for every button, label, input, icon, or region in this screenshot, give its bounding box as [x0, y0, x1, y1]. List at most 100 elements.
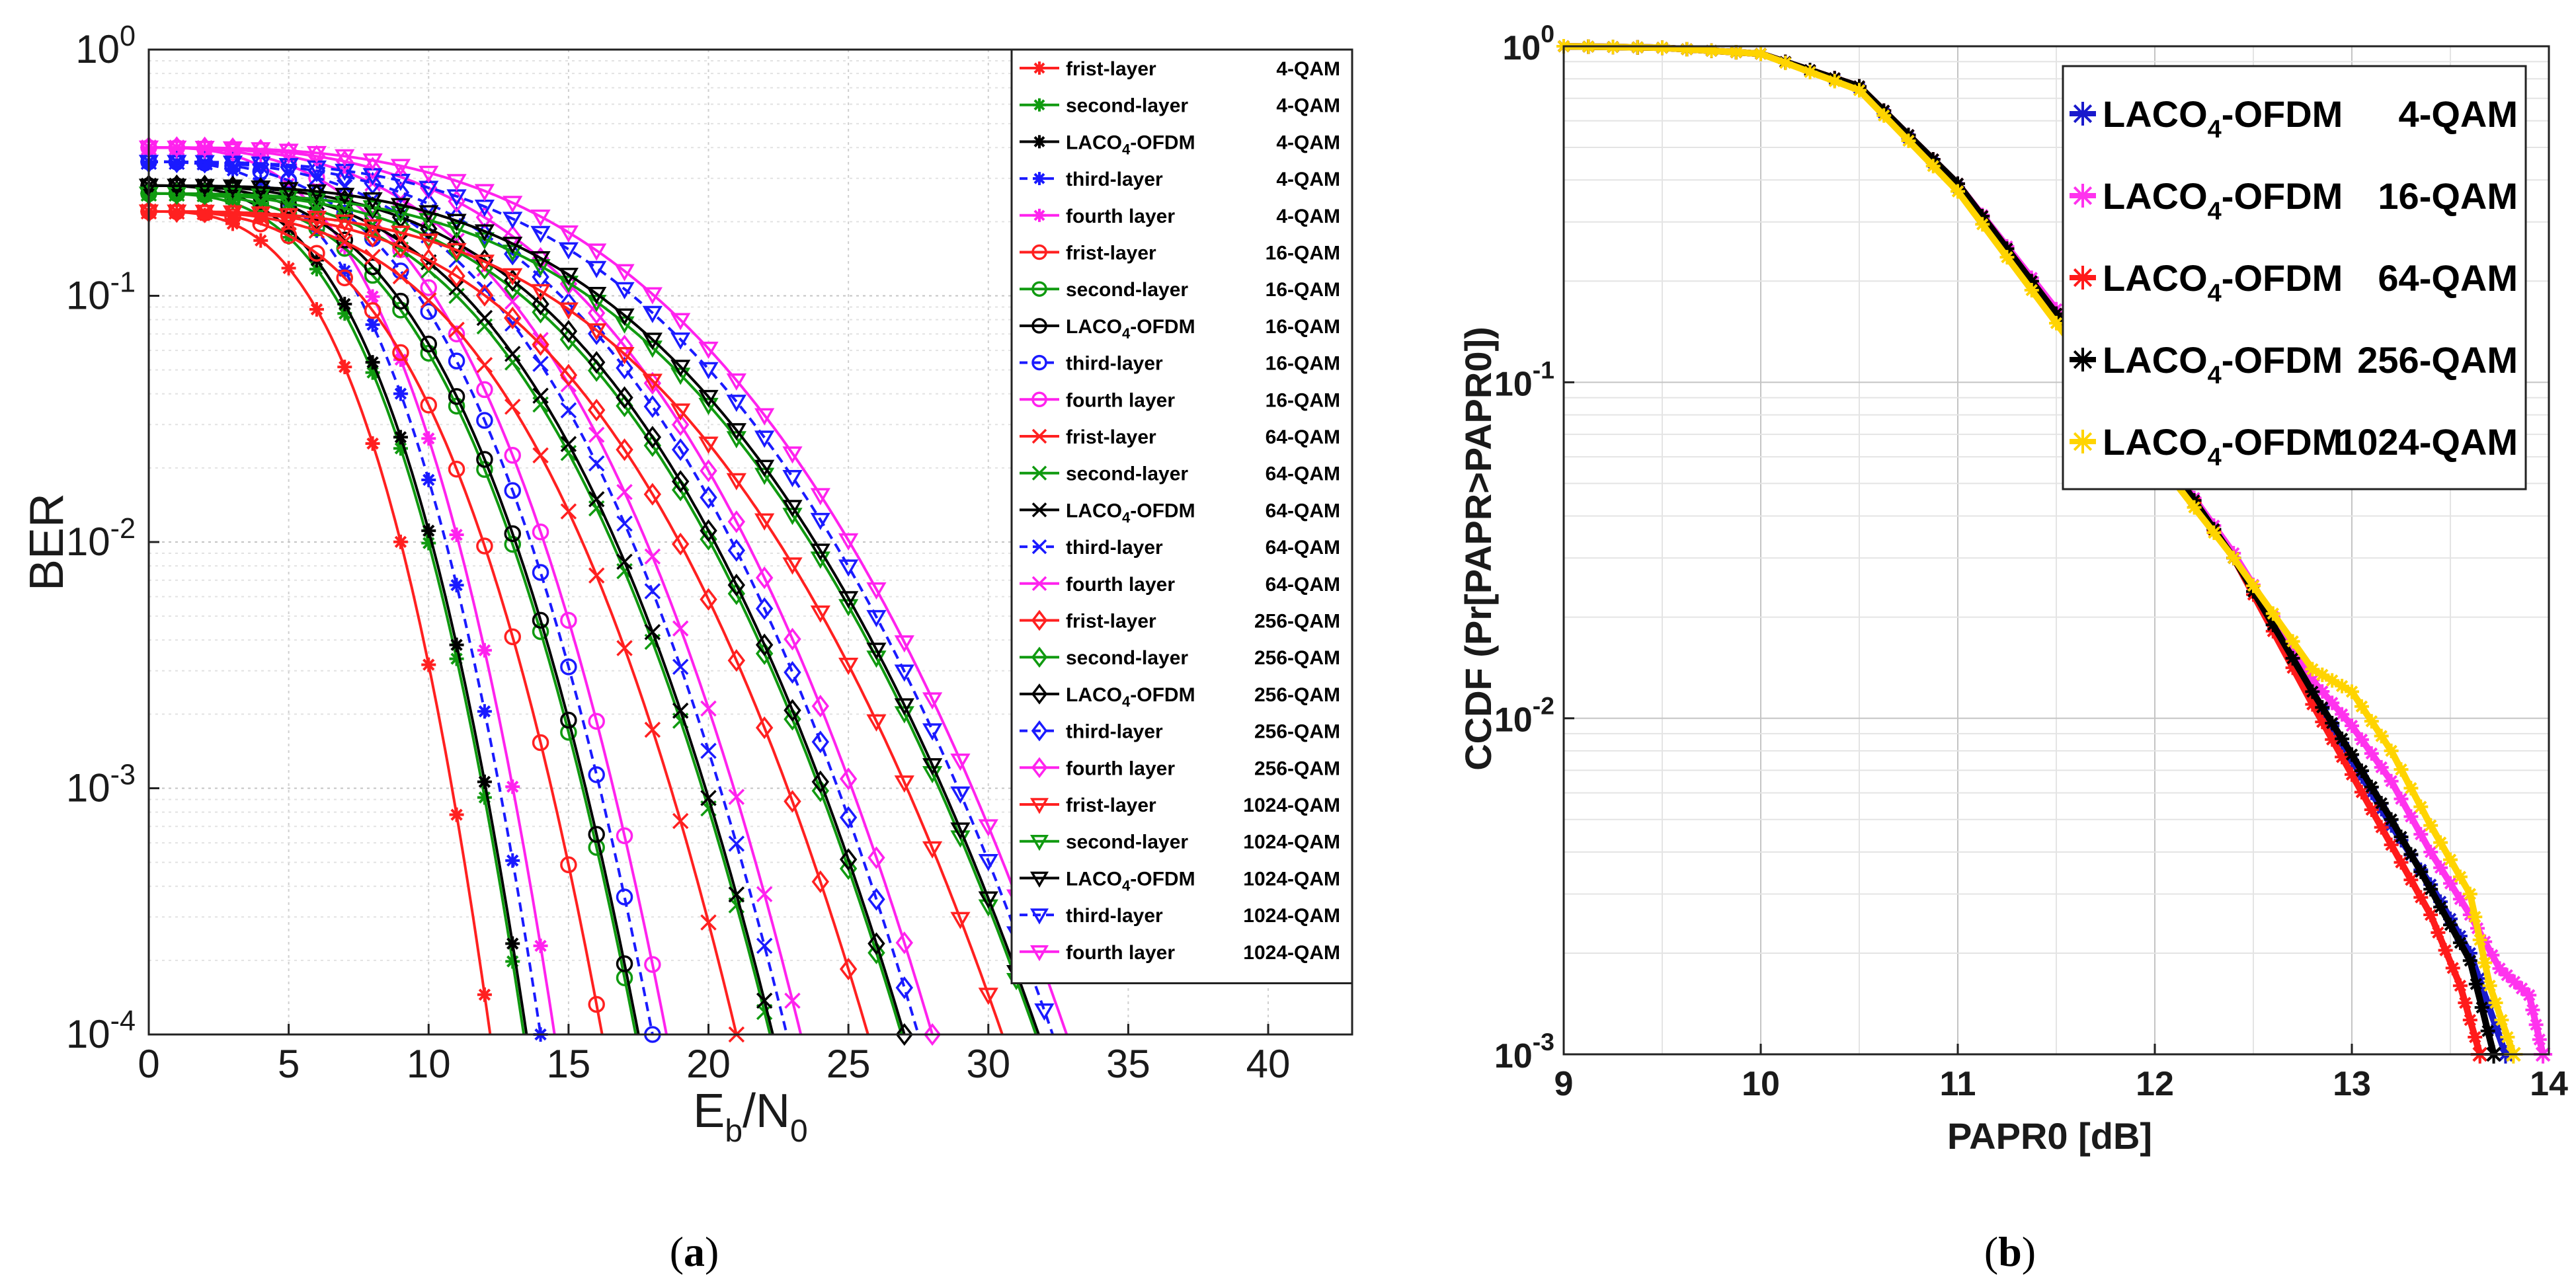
data-point — [866, 642, 887, 660]
data-point — [2187, 500, 2202, 515]
data-point — [503, 237, 523, 254]
data-point-stroke — [2375, 821, 2388, 834]
legend-marker-stroke — [1031, 465, 1047, 481]
data-point-stroke — [2515, 982, 2528, 995]
data-point-stroke — [2267, 607, 2279, 620]
data-point-stroke — [672, 658, 689, 676]
data-point — [727, 573, 746, 597]
x-tick-label-a: 25 — [826, 1042, 871, 1086]
legend-marker — [1029, 834, 1049, 851]
data-point-stroke — [2405, 873, 2417, 886]
legend-modulation: 1024-QAM — [1243, 905, 1340, 927]
data-point — [504, 447, 521, 464]
data-point — [643, 483, 662, 506]
data-point — [421, 292, 437, 309]
data-point — [337, 296, 352, 311]
data-point — [1802, 64, 1818, 79]
legend-marker — [1031, 720, 1048, 742]
data-point-stroke — [2464, 1013, 2476, 1027]
data-point — [700, 459, 717, 483]
data-point-stroke — [2405, 848, 2417, 861]
data-point — [560, 658, 577, 676]
y-tick-label-a: 10-4 — [66, 1005, 136, 1056]
data-point-stroke — [2365, 803, 2378, 816]
data-point — [475, 206, 494, 229]
data-point — [755, 566, 774, 590]
data-point — [670, 332, 691, 350]
data-point-stroke — [532, 332, 549, 348]
data-point-stroke — [2335, 708, 2349, 720]
legend-marker — [2071, 184, 2095, 208]
legend-marker — [1031, 281, 1047, 297]
series-line-1024-QAM-second-layer — [149, 192, 1037, 1035]
data-point — [2458, 995, 2473, 1011]
data-point — [476, 357, 493, 373]
data-point — [922, 758, 943, 776]
data-point — [756, 937, 773, 954]
x-tick-label-b: 11 — [1940, 1065, 1976, 1103]
data-point — [642, 373, 663, 391]
y-tick-label-b: 10-2 — [1494, 692, 1554, 740]
data-point-stroke — [2454, 980, 2467, 992]
data-point — [390, 206, 411, 223]
data-point-stroke — [2385, 813, 2397, 826]
data-point — [504, 346, 521, 362]
data-point — [1753, 46, 1768, 61]
data-point-stroke — [2526, 1003, 2539, 1017]
data-point — [449, 527, 464, 543]
data-point-stroke — [1656, 42, 1669, 54]
data-point — [390, 159, 411, 176]
data-point-stroke — [534, 939, 547, 953]
data-point — [810, 543, 830, 561]
data-point — [700, 790, 717, 806]
legend-label: second-layer — [1066, 279, 1188, 301]
data-point-stroke — [476, 309, 493, 327]
legend-b: LACO4-OFDM 4-QAM LACO4-OFDM 16-QAM LACO4-OFD… — [2062, 65, 2527, 490]
legend-label: second-layer — [1066, 95, 1188, 117]
series-line-256-QAM-LACO4-OFDM — [149, 184, 906, 1035]
data-point — [2507, 974, 2522, 990]
data-point-stroke — [2355, 786, 2368, 798]
data-point — [728, 789, 745, 805]
caption-a: (a) — [670, 1228, 719, 1275]
legend-label: second-layer — [1066, 463, 1188, 485]
legend-marker — [1031, 318, 1047, 334]
data-point — [532, 333, 549, 356]
data-point — [2024, 282, 2039, 297]
data-point — [2345, 684, 2359, 699]
series-line-1024-QAM-fourth layer — [149, 146, 1068, 1035]
data-point — [2477, 955, 2493, 970]
x-tick-label-a: 15 — [547, 1042, 591, 1086]
data-point — [448, 279, 465, 296]
x-tick-label-b: 9 — [1554, 1065, 1574, 1103]
legend-modulation: 16-QAM — [2378, 175, 2518, 217]
data-point — [2049, 315, 2064, 331]
data-point-stroke — [2415, 828, 2427, 841]
data-point — [838, 591, 859, 609]
data-point — [530, 284, 551, 301]
data-point — [644, 721, 661, 738]
legend-box-b — [2062, 65, 2527, 490]
data-point — [700, 742, 717, 759]
data-point — [503, 196, 523, 214]
legend-modulation: 64-QAM — [1266, 574, 1340, 596]
data-point-stroke — [2395, 856, 2407, 869]
data-point — [558, 268, 579, 286]
data-point — [530, 210, 551, 227]
data-point — [365, 317, 380, 332]
data-point-stroke — [1853, 84, 1866, 97]
data-point-stroke — [588, 455, 605, 472]
data-point — [365, 436, 380, 451]
data-point — [474, 254, 495, 272]
data-point — [560, 436, 577, 452]
data-point — [2431, 925, 2446, 940]
legend-marker-stroke — [2073, 268, 2093, 288]
data-point-stroke — [2286, 652, 2299, 665]
data-point-stroke — [588, 426, 605, 443]
data-point-stroke — [364, 249, 381, 266]
data-point-stroke — [2385, 744, 2397, 758]
data-point — [588, 455, 605, 472]
data-point — [251, 188, 271, 206]
legend-modulation: 64-QAM — [1266, 537, 1340, 559]
data-point — [560, 402, 577, 418]
